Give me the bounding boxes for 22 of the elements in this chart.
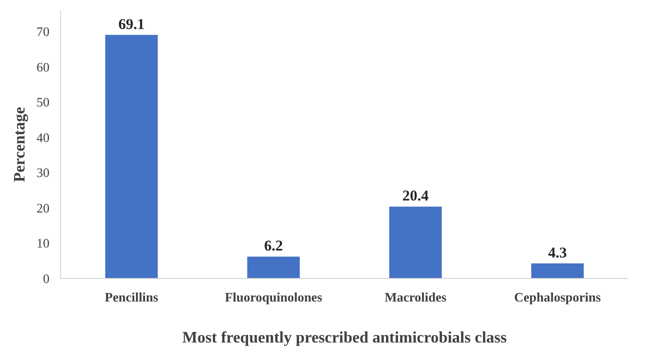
data-label: 20.4 (402, 188, 430, 205)
data-label: 69.1 (118, 16, 145, 33)
bar (531, 263, 584, 278)
y-tick-label: 10 (36, 236, 50, 251)
y-tick-label: 70 (36, 24, 50, 40)
y-tick-label: 0 (43, 271, 50, 286)
y-axis-title: Percentage (12, 106, 28, 182)
bar (105, 34, 158, 278)
x-tick-label: Macrolides (384, 290, 446, 304)
bar (247, 256, 300, 278)
y-tick-label: 60 (36, 59, 50, 74)
x-tick-label: Cephalosporins (514, 290, 601, 304)
bar (389, 206, 442, 278)
y-tick-label: 40 (36, 130, 50, 145)
x-tick-label: Pencillins (104, 290, 158, 304)
y-tick-label: 20 (36, 200, 50, 216)
x-tick-label: Fluoroquinolones (224, 290, 322, 304)
data-label: 6.2 (264, 238, 283, 255)
data-label: 4.3 (548, 245, 567, 262)
y-tick-label: 50 (36, 94, 50, 110)
y-tick-label: 30 (36, 165, 50, 180)
x-axis-title: Most frequently prescribed antimicrobials class (182, 330, 507, 346)
